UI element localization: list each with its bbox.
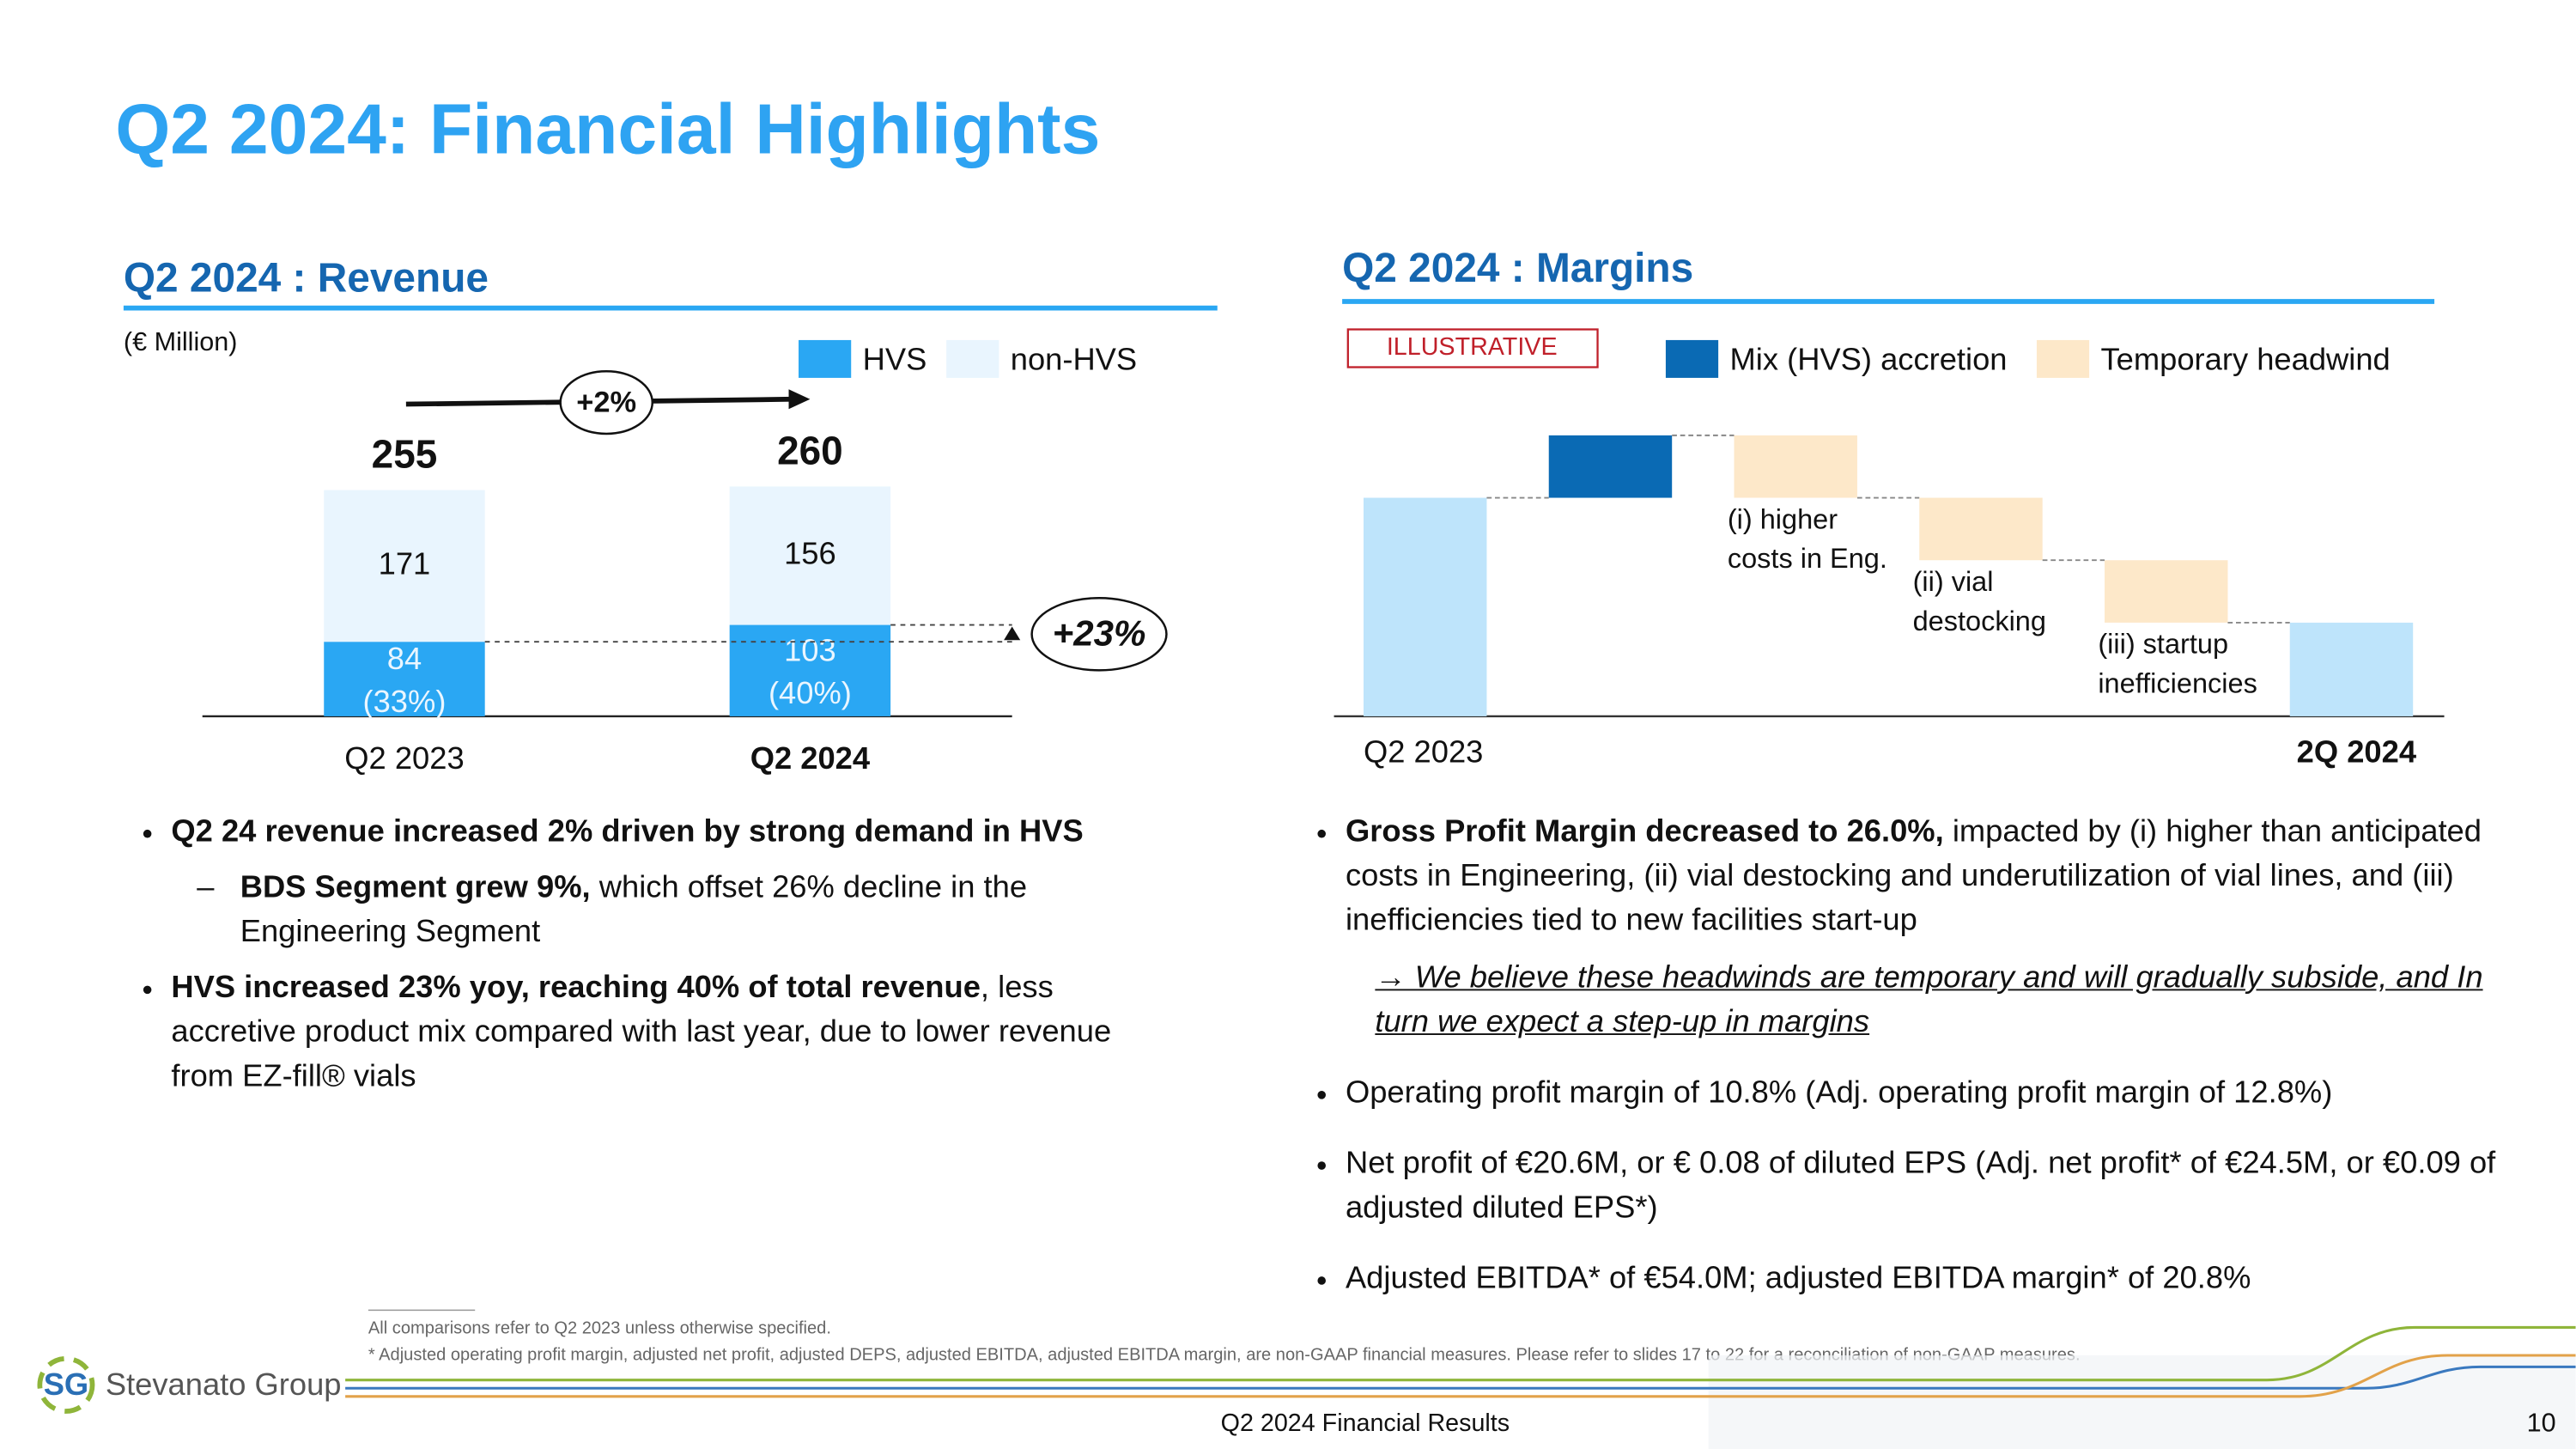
step-label: (i) higher costs in Eng. <box>1728 503 1887 574</box>
margin-bullets: Gross Profit Margin decreased to 26.0%, … <box>1306 810 2530 1319</box>
bullet-list: Q2 24 revenue increased 2% driven by str… <box>131 810 1166 1099</box>
legend-swatch <box>799 339 852 378</box>
footer-line <box>345 1365 2576 1390</box>
bullet: Adjusted EBITDA* of €54.0M; adjusted EBI… <box>1346 1257 2530 1301</box>
arrow-head <box>1004 626 1021 641</box>
footer-line <box>345 1325 2576 1382</box>
value-label: 103 <box>784 632 836 667</box>
label-line: destocking <box>1913 606 2046 636</box>
bullet-text: , less accretive product mix compared wi… <box>171 971 1112 1094</box>
label-line: (i) higher <box>1728 503 1838 534</box>
share-label: (33%) <box>363 684 447 719</box>
total-label: 255 <box>372 431 438 476</box>
bullet-box: Gross Profit Margin decreased to 26.0%, … <box>1306 810 2530 1301</box>
bullet-text: Gross Profit Margin decreased to 26.0%, <box>1345 814 1944 849</box>
logo-mark: SG <box>44 1367 89 1402</box>
badge-box <box>1346 328 1599 368</box>
bullet-text: which offset 26% decline in the Engineer… <box>240 870 1028 950</box>
revenue-bullets: Q2 24 revenue increased 2% driven by str… <box>131 810 1166 1139</box>
footnote: All comparisons refer to Q2 2023 unless … <box>368 1319 831 1338</box>
x-tick-label: 2Q 2024 <box>2297 734 2417 770</box>
waterfall-bar <box>1734 435 1857 498</box>
bar-segment <box>324 490 485 642</box>
bullet-text: → We believe these headwinds are tempora… <box>1375 960 2483 1040</box>
label-line: (ii) vial <box>1913 566 1994 597</box>
value-label: 171 <box>379 545 431 581</box>
bullet: → We believe these headwinds are tempora… <box>1375 956 2530 1044</box>
bullet: Net profit of €20.6M, or € 0.08 of dilut… <box>1346 1142 2530 1230</box>
bullet: Q2 24 revenue increased 2% driven by str… <box>171 810 1166 855</box>
bullet-text: Q2 24 revenue increased 2% driven by str… <box>171 814 1084 849</box>
growth-bubble <box>559 370 654 435</box>
total-label: 260 <box>777 428 843 472</box>
bullet-text: Operating profit margin of 10.8% (Adj. o… <box>1345 1075 2333 1111</box>
growth-label: +2% <box>576 387 636 419</box>
badge: ILLUSTRATIVE <box>1387 333 1558 361</box>
bullet: Gross Profit Margin decreased to 26.0%, … <box>1346 810 2530 943</box>
legend-label: HVS <box>863 341 927 376</box>
bullet-text: BDS Segment grew 9%, <box>240 870 591 905</box>
label-line: costs in Eng. <box>1728 543 1887 574</box>
value-label: 156 <box>784 536 836 571</box>
bullet-text: Adjusted EBITDA* of €54.0M; adjusted EBI… <box>1345 1261 2251 1297</box>
legend-swatch <box>1665 339 1719 378</box>
waterfall-bar <box>1548 435 1673 498</box>
bullet: HVS increased 23% yoy, reaching 40% of t… <box>171 966 1166 1099</box>
bullet-text: Net profit of €20.6M, or € 0.08 of dilut… <box>1345 1147 2496 1226</box>
section-title: Q2 2024 : Margins <box>1342 246 1693 291</box>
growth-bubble <box>1030 596 1168 672</box>
footer-image <box>1708 1355 2576 1449</box>
unit-label: (€ Million) <box>124 327 238 356</box>
legend-swatch <box>946 339 999 378</box>
legend-label: Temporary headwind <box>2101 341 2391 376</box>
page-number: 10 <box>2527 1408 2556 1437</box>
legend-swatch <box>2036 339 2090 378</box>
bullet-text: HVS increased 23% yoy, reaching 40% of t… <box>171 971 981 1006</box>
slide-title: Q2 2024: Financial Highlights <box>115 91 1100 169</box>
bullet: Operating profit margin of 10.8% (Adj. o… <box>1346 1071 2530 1116</box>
logo-text: Stevanato Group <box>106 1367 342 1402</box>
legend-label: non-HVS <box>1011 341 1137 376</box>
growth-label: +23% <box>1053 612 1146 653</box>
bar-segment <box>729 624 891 716</box>
bar-segment <box>729 486 891 625</box>
bullet-box: Q2 24 revenue increased 2% driven by str… <box>131 810 1166 1099</box>
waterfall-bar <box>1363 497 1487 716</box>
label-line: inefficiencies <box>2098 667 2257 698</box>
bullet-text: impacted by (i) higher than anticipated … <box>1345 814 2482 939</box>
footer-title: Q2 2024 Financial Results <box>1221 1409 1510 1437</box>
value-label: 84 <box>387 641 422 676</box>
footnote: * Adjusted operating profit margin, adju… <box>368 1345 2081 1364</box>
bar-segment <box>324 642 485 716</box>
section-title: Q2 2024 : Revenue <box>124 256 489 301</box>
waterfall-bar <box>1919 497 2043 561</box>
step-label: (iii) startup inefficiencies <box>2098 628 2257 698</box>
waterfall-bar <box>2289 622 2414 716</box>
arrow-head <box>788 389 811 410</box>
bullet-list: Gross Profit Margin decreased to 26.0%, … <box>1306 810 2530 1301</box>
bullet: BDS Segment grew 9%, which offset 26% de… <box>240 866 1167 954</box>
step-label: (ii) vial destocking <box>1913 566 2046 636</box>
logo-ring <box>37 1355 95 1414</box>
label-line: (iii) startup <box>2098 628 2228 659</box>
legend-label: Mix (HVS) accretion <box>1730 341 2008 376</box>
share-label: (40%) <box>769 675 852 710</box>
footer-line <box>345 1354 2576 1398</box>
x-tick-label: Q2 2023 <box>344 740 464 776</box>
x-tick-label: Q2 2024 <box>750 740 871 776</box>
x-tick-label: Q2 2023 <box>1364 734 1483 770</box>
waterfall-bar <box>2104 560 2228 623</box>
